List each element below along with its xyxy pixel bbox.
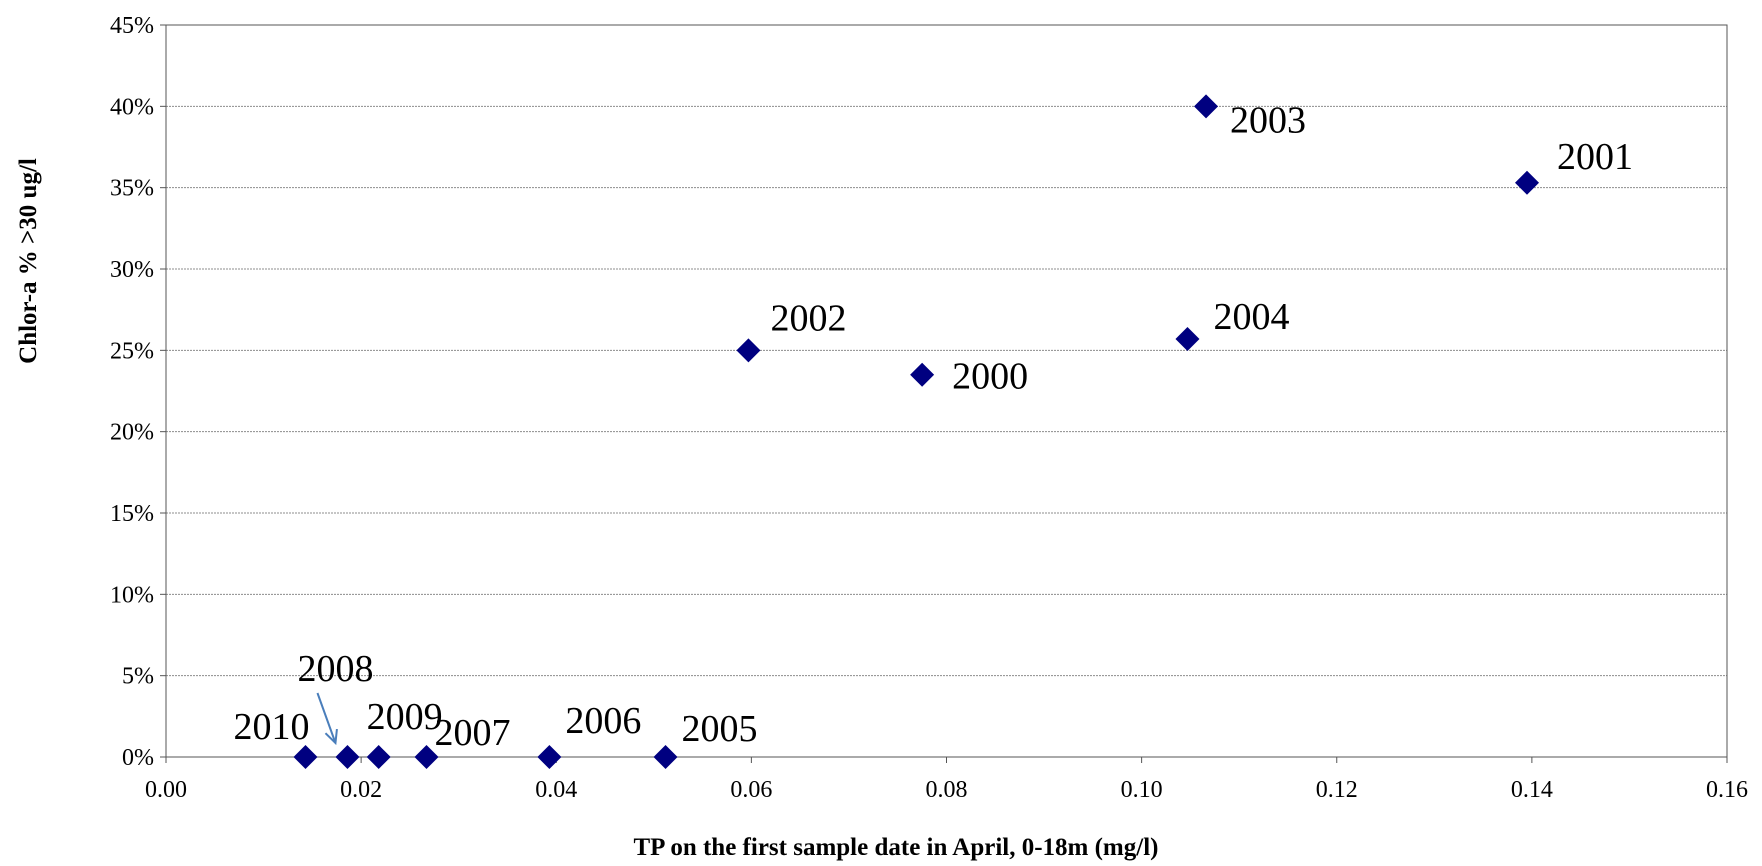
y-tick-label: 35%: [110, 176, 154, 202]
y-tick-label: 10%: [110, 582, 154, 608]
data-point-2005: [653, 745, 678, 769]
data-point-2000: [910, 362, 935, 387]
point-label-2005: 2005: [682, 708, 758, 750]
y-axis-title: Chlor-a % >30 ug/l: [15, 158, 42, 364]
x-tick-label: 0.04: [535, 777, 577, 803]
annotations: [316, 692, 338, 746]
data-point-2004: [1175, 326, 1200, 351]
data-point-2001: [1514, 170, 1539, 195]
point-label-2002: 2002: [770, 297, 846, 339]
x-axis-title: TP on the first sample date in April, 0-…: [634, 834, 1159, 861]
data-points: [293, 94, 1539, 769]
point-label-2004: 2004: [1213, 296, 1289, 338]
y-tick-label: 15%: [110, 501, 154, 527]
tick-labels: 0% 5% 10% 15% 20% 25% 30% 35% 40% 45% 0.00 0.02 0.04…: [110, 13, 1748, 803]
point-label-2008: 2008: [297, 648, 373, 690]
point-label-2000: 2000: [952, 356, 1028, 398]
y-tick-label: 25%: [110, 338, 154, 364]
data-point-2002: [736, 338, 761, 363]
plot-frame: [165, 24, 1728, 758]
x-tick-label: 0.08: [926, 777, 968, 803]
x-tick-label: 0.00: [145, 777, 187, 803]
x-tick-label: 0.10: [1121, 777, 1163, 803]
x-tick-label: 0.02: [340, 777, 382, 803]
point-label-2006: 2006: [565, 700, 641, 742]
data-point-2009: [366, 745, 391, 769]
x-tick-label: 0.06: [730, 777, 772, 803]
x-tick-label: 0.12: [1316, 777, 1358, 803]
point-label-2003: 2003: [1230, 99, 1306, 141]
point-label-2009: 2009: [367, 696, 443, 738]
point-label-2007: 2007: [434, 712, 510, 754]
data-point-2007: [414, 745, 439, 769]
point-labels: 2000 2001 2002 2003 2004 2005 2006 2007 2008 2009…: [234, 99, 1633, 754]
y-tick-label: 20%: [110, 420, 154, 446]
y-tick-label: 5%: [122, 664, 154, 690]
y-tick-label: 45%: [110, 13, 154, 39]
data-point-2003: [1194, 94, 1219, 119]
data-point-2006: [537, 745, 562, 769]
y-tick-label: 40%: [110, 94, 154, 120]
point-label-2010: 2010: [234, 706, 310, 748]
x-tick-label: 0.16: [1706, 777, 1748, 803]
y-tick-label: 30%: [110, 257, 154, 283]
gridlines: [166, 24, 1727, 677]
y-tick-label: 0%: [122, 745, 154, 771]
point-label-2001: 2001: [1557, 136, 1633, 178]
data-point-2010: [293, 745, 318, 769]
axes: [160, 24, 1728, 763]
data-point-2008: [335, 745, 360, 769]
x-tick-label: 0.14: [1511, 777, 1553, 803]
annotation-arrow: [316, 692, 338, 746]
